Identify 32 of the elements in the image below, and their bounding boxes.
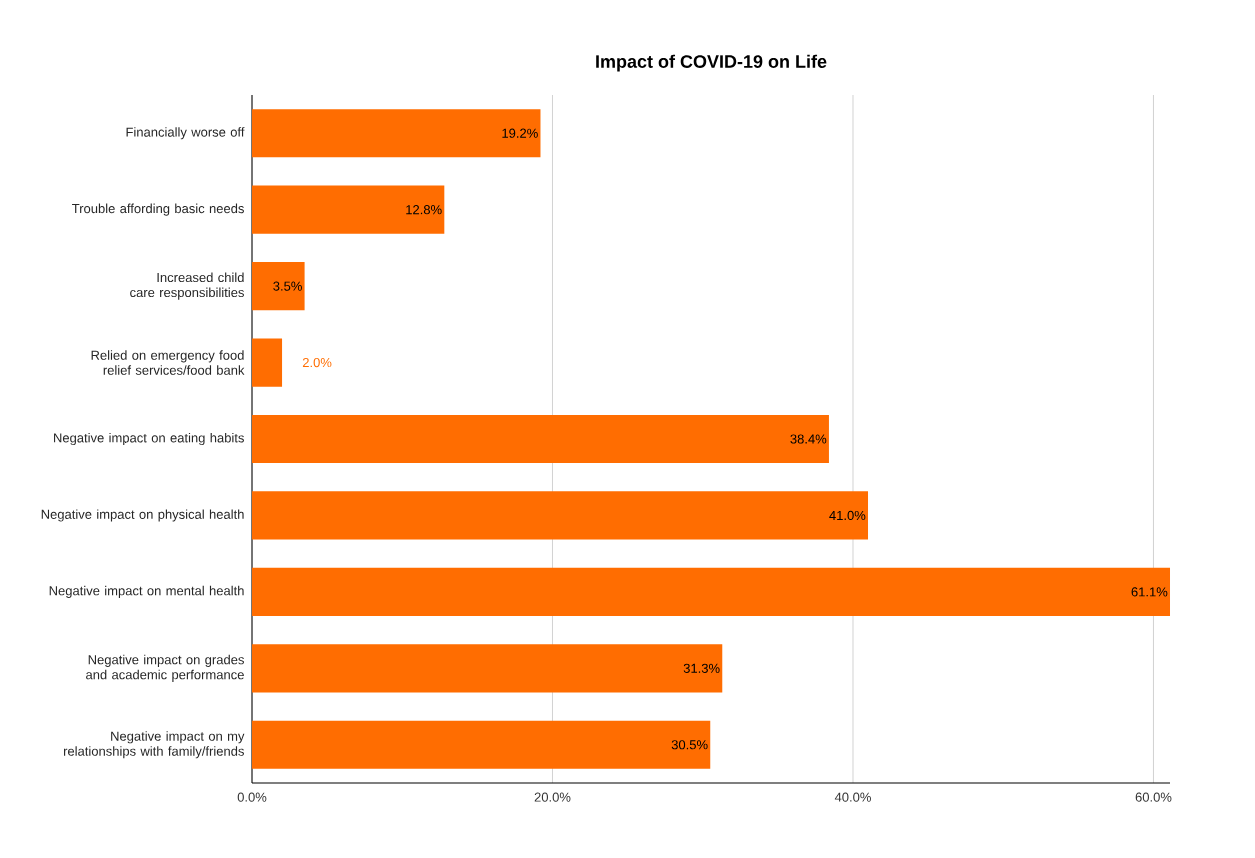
- bar: [252, 567, 1171, 616]
- y-tick-label: Negative impact on grades and academic performance: [86, 654, 244, 682]
- data-label: 19.2%: [502, 128, 538, 138]
- bar: [252, 109, 541, 158]
- y-tick-label: Relied on emergency food relief services/food bank: [91, 350, 245, 375]
- y-tick-label: Negative impact on my relationships with family/friends: [63, 731, 245, 759]
- data-label: 2.0%: [302, 357, 332, 368]
- bar: [252, 262, 305, 311]
- x-tick-label: 40.0%: [834, 792, 871, 802]
- data-label: 38.4%: [790, 434, 827, 444]
- data-label: 61.1%: [1131, 587, 1168, 597]
- y-tick-label: Negative impact on physical health: [41, 509, 244, 522]
- y-tick-label: Trouble affording basic needs: [72, 203, 244, 216]
- data-label: 30.5%: [671, 740, 708, 750]
- x-tick-label: 0.0%: [237, 792, 267, 802]
- x-tick-label: 60.0%: [1135, 792, 1172, 802]
- y-tick-label: Financially worse off: [126, 127, 245, 140]
- bar: [252, 644, 723, 693]
- bar: [252, 338, 283, 387]
- y-tick-label: Negative impact on mental health: [49, 585, 244, 598]
- data-label: 12.8%: [406, 205, 442, 215]
- bar: [252, 491, 869, 540]
- x-tick-label: 20.0%: [534, 792, 571, 802]
- data-label: 31.3%: [683, 663, 720, 673]
- y-tick-label: Increased child care responsibilities: [130, 272, 244, 300]
- chart-title: Impact of COVID-19 on Life: [596, 54, 827, 72]
- bar: [252, 720, 711, 769]
- bar: [252, 414, 829, 464]
- y-tick-label: Negative impact on eating habits: [54, 432, 244, 446]
- data-label: 41.0%: [829, 510, 866, 521]
- bar: [252, 185, 445, 234]
- data-label: 3.5%: [273, 281, 302, 291]
